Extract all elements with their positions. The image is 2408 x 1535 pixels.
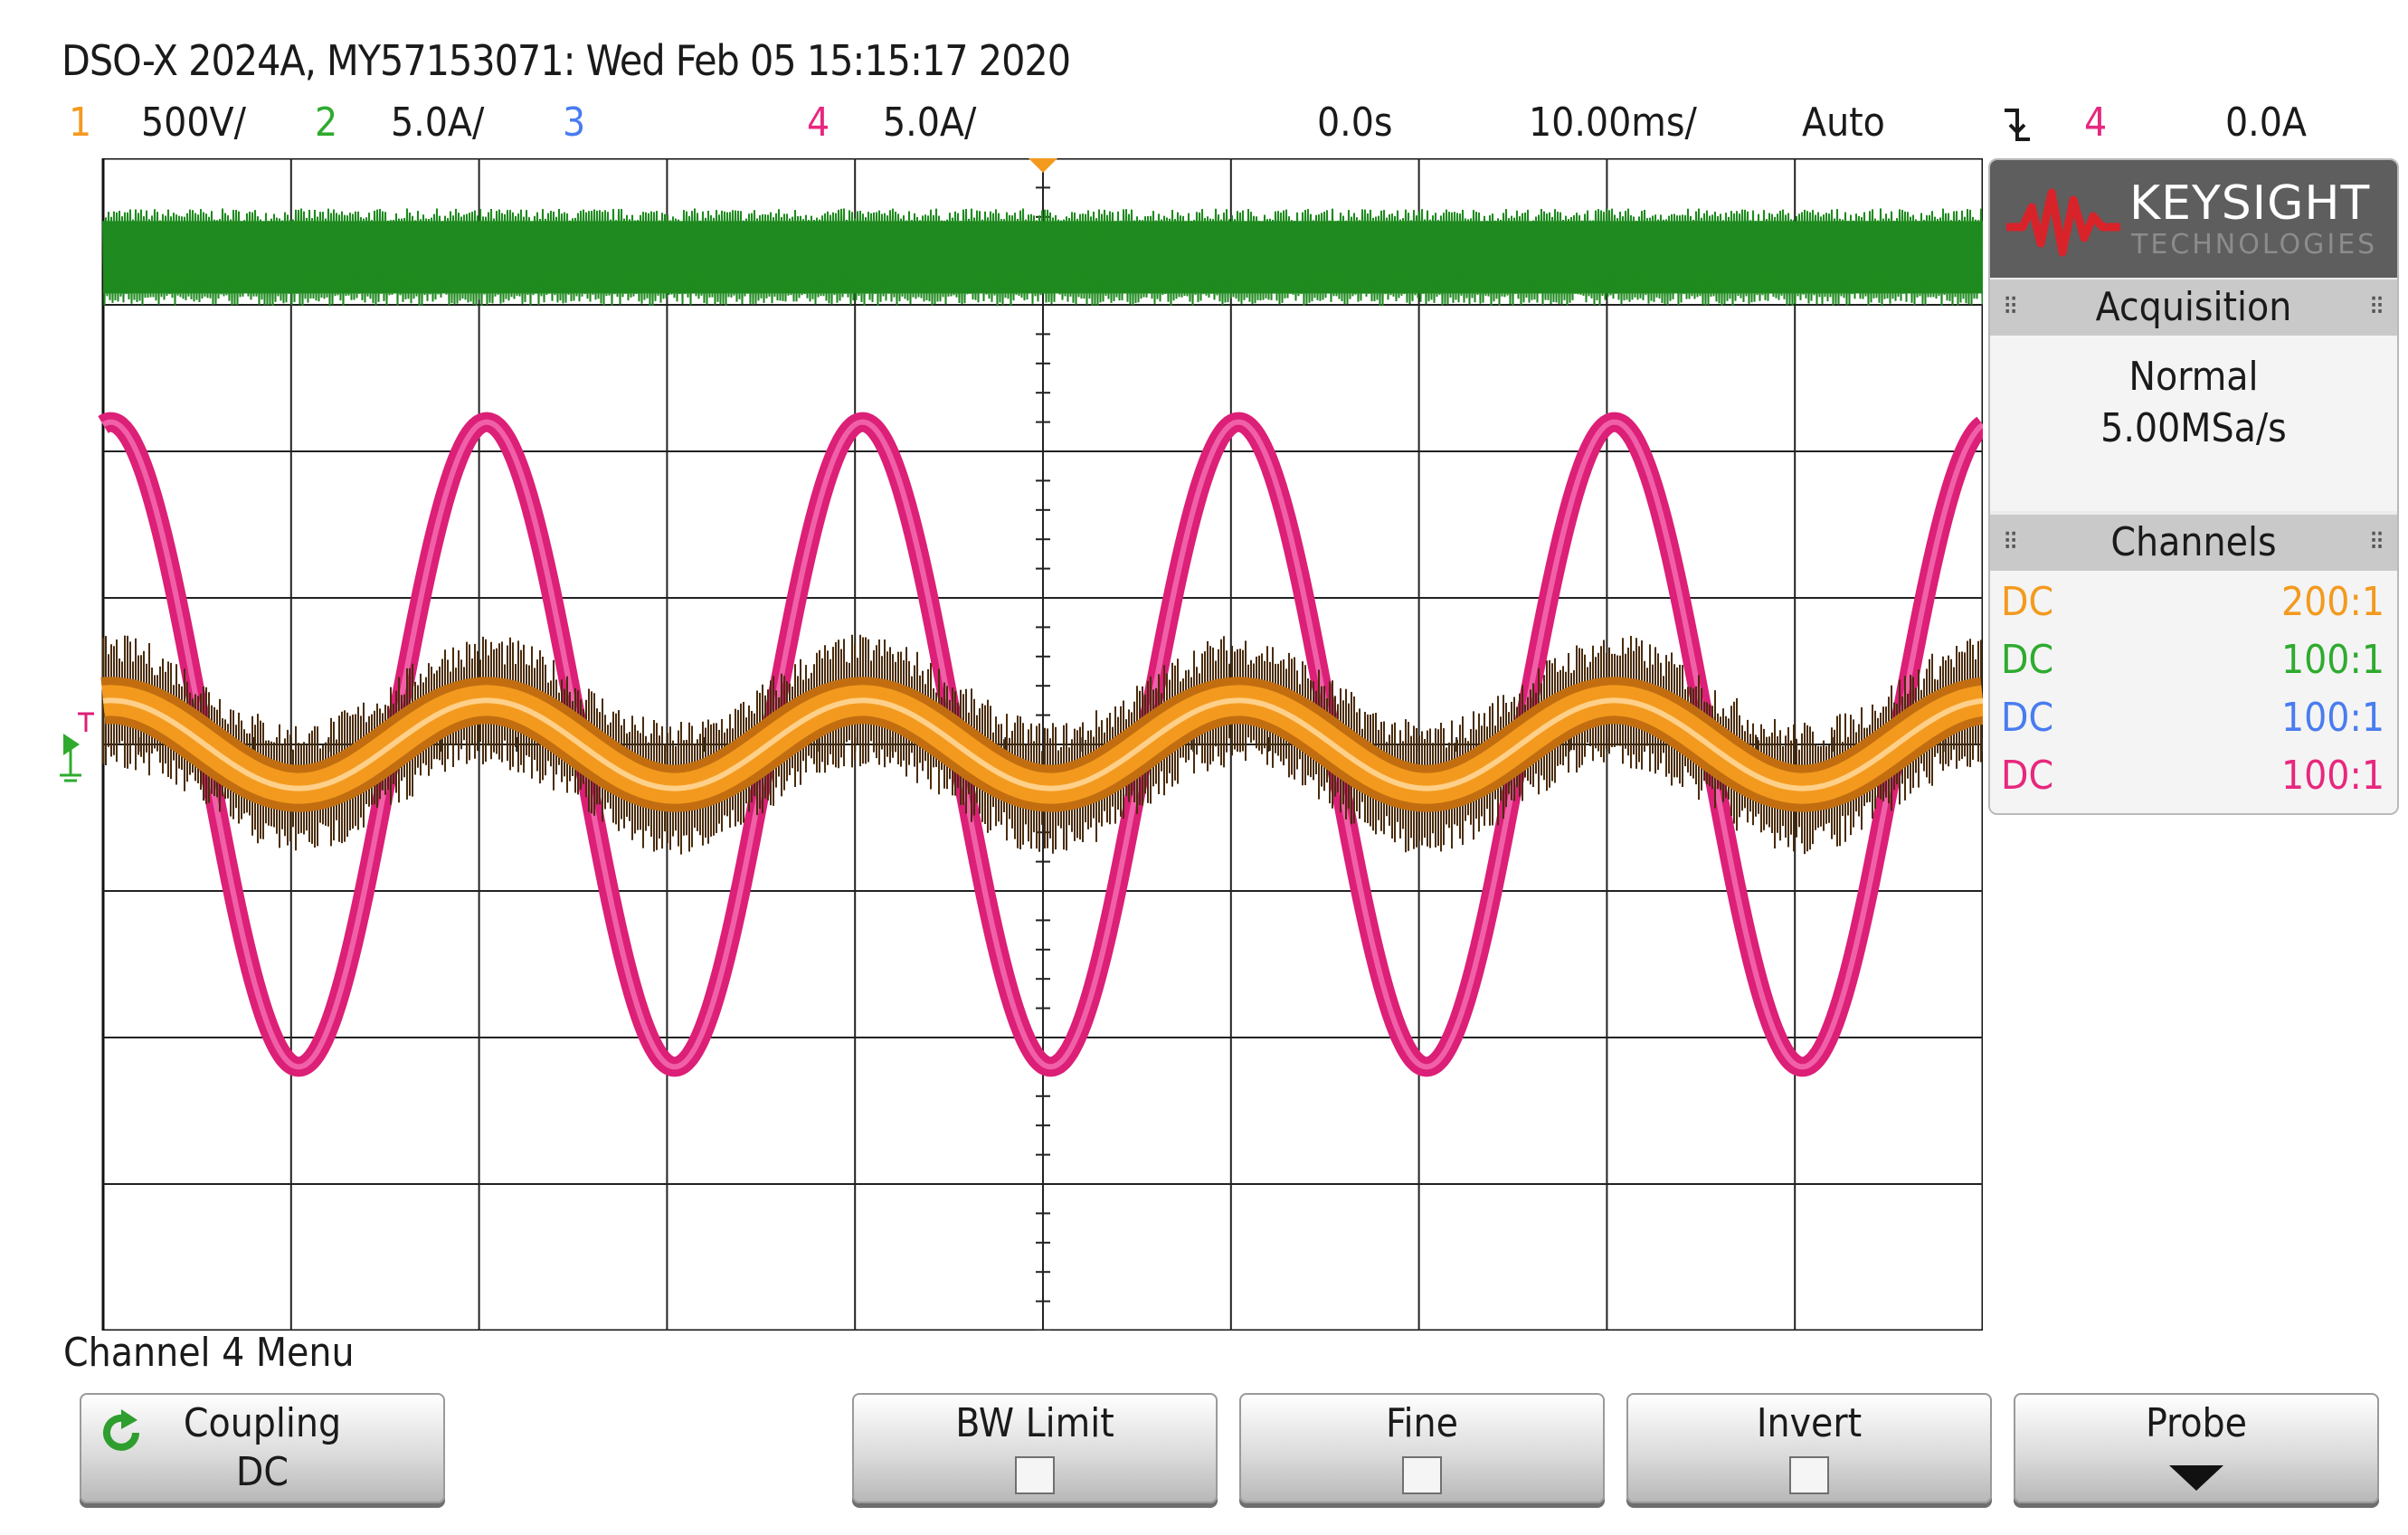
drag-handle-icon: ⠿ (2368, 294, 2384, 321)
keysight-logo: KEYSIGHT TECHNOLOGIES (1990, 160, 2397, 278)
coupling-label: Coupling (183, 1400, 342, 1446)
acquisition-mode: Normal (2128, 354, 2259, 400)
trigger-mode: Auto (1802, 99, 1885, 146)
channel-coupling: DC (2001, 753, 2054, 799)
acquisition-title: Acquisition (2095, 284, 2292, 330)
channel-probe: 100:1 (2280, 695, 2384, 741)
time-delay: 0.0s (1317, 99, 1393, 146)
status-bar: 1 500V/ 2 5.0A/ 3 4 5.0A/ 0.0s 10.00ms/ … (0, 99, 2408, 154)
channels-header: ⠿ Channels ⠿ (1990, 515, 2397, 571)
channel-4-scale: 5.0A/ (883, 99, 977, 146)
acquisition-header: ⠿ Acquisition ⠿ (1990, 280, 2397, 336)
drag-handle-icon: ⠿ (2368, 529, 2384, 556)
channel-2-number[interactable]: 2 (315, 99, 338, 146)
logo-brand: KEYSIGHT (2129, 176, 2371, 231)
trigger-position-marker (1029, 158, 1057, 173)
channel-1-scale: 500V/ (141, 99, 246, 146)
channel-coupling: DC (2001, 637, 2054, 683)
channel-probe: 100:1 (2280, 753, 2384, 799)
fine-checkbox[interactable] (1402, 1456, 1442, 1494)
keysight-wave-icon (2006, 188, 2120, 257)
channel-coupling: DC (2001, 695, 2054, 741)
bw-limit-checkbox[interactable] (1015, 1456, 1055, 1494)
fine-label: Fine (1385, 1400, 1459, 1446)
down-arrow-icon (2169, 1465, 2223, 1491)
probe-softkey[interactable]: Probe (2014, 1393, 2379, 1503)
side-panel: KEYSIGHT TECHNOLOGIES ⠿ Acquisition ⠿ No… (1988, 158, 2399, 815)
channel-row: DC 200:1 (2001, 574, 2384, 630)
scope-display[interactable] (54, 158, 1983, 1331)
channel-row: DC 100:1 (2001, 748, 2384, 804)
channels-body: DC 200:1 DC 100:1 DC 100:1 DC 100:1 (1990, 571, 2397, 813)
drag-handle-icon: ⠿ (2003, 529, 2019, 556)
channel-4-number[interactable]: 4 (807, 99, 830, 146)
invert-softkey[interactable]: Invert (1626, 1393, 1992, 1503)
channel-row: DC 100:1 (2001, 632, 2384, 688)
invert-checkbox[interactable] (1789, 1456, 1829, 1494)
channel-probe: 100:1 (2280, 637, 2384, 683)
invert-label: Invert (1756, 1400, 1863, 1446)
menu-title: Channel 4 Menu (63, 1330, 355, 1376)
trigger-level: 0.0A (2225, 99, 2307, 146)
screen-title: DSO-X 2024A, MY57153071: Wed Feb 05 15:1… (62, 36, 1071, 85)
coupling-softkey[interactable]: Coupling DC (80, 1393, 445, 1503)
sample-rate: 5.00MSa/s (2100, 405, 2287, 451)
acquisition-body: Normal 5.00MSa/s (1990, 336, 2397, 511)
channel-1-trace-core (102, 697, 1983, 791)
logo-subtitle: TECHNOLOGIES (2131, 229, 2378, 261)
bw-limit-softkey[interactable]: BW Limit (852, 1393, 1218, 1503)
timebase: 10.00ms/ (1529, 99, 1697, 146)
bw-limit-label: BW Limit (955, 1400, 1114, 1446)
trigger-source: 4 (2084, 99, 2108, 146)
trigger-level-marker (78, 712, 94, 732)
channel-2-scale: 5.0A/ (391, 99, 485, 146)
channel-3-number[interactable]: 3 (563, 99, 586, 146)
channel-coupling: DC (2001, 579, 2054, 625)
scope-markers (60, 158, 1057, 782)
falling-edge-icon (2001, 105, 2034, 155)
waveform-area (95, 208, 1983, 1077)
channels-title: Channels (2110, 519, 2277, 565)
channel-probe: 200:1 (2280, 579, 2384, 625)
channel-row: DC 100:1 (2001, 690, 2384, 746)
fine-softkey[interactable]: Fine (1239, 1393, 1605, 1503)
channel-2-trace (102, 208, 1983, 307)
channel-4-trace-core (101, 419, 1983, 1070)
drag-handle-icon: ⠿ (2003, 294, 2019, 321)
cycle-icon (103, 1409, 139, 1451)
channel-1-number[interactable]: 1 (69, 99, 92, 146)
probe-label: Probe (2145, 1400, 2248, 1446)
coupling-value: DC (235, 1449, 289, 1495)
